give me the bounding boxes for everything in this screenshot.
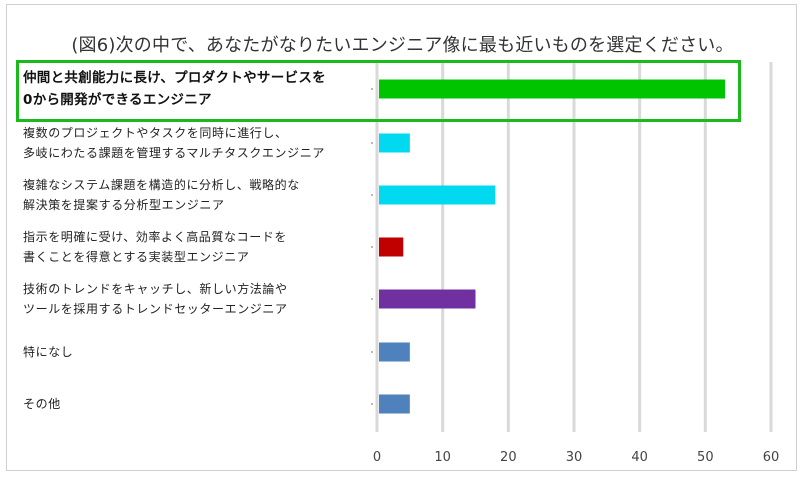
x-tick-label-5: 50 bbox=[697, 450, 714, 465]
bar-4 bbox=[379, 289, 476, 309]
category-label-0: 仲間と共創能力に長け、プロダクトやサービスを 0から開発ができるエンジニア bbox=[23, 67, 368, 111]
category-label-4-line-1: ツールを採用するトレンドセッターエンジニア bbox=[23, 302, 288, 316]
x-tick-label-6: 60 bbox=[763, 450, 780, 465]
bar-2 bbox=[379, 185, 496, 205]
category-label-6: その他 bbox=[23, 394, 368, 414]
category-label-2-line-1: 解決策を提案する分析型エンジニア bbox=[23, 198, 225, 212]
category-label-2-line-0: 複雑なシステム課題を構造的に分析し、戦略的な bbox=[23, 178, 300, 192]
category-label-3-line-0: 指示を明確に受け、効率よく高品質なコードを bbox=[23, 230, 288, 244]
category-label-5-line-0: 特になし bbox=[23, 345, 74, 359]
axis-tick-mark-3 bbox=[371, 246, 373, 248]
category-label-6-line-0: その他 bbox=[23, 397, 61, 411]
category-label-1: 複数のプロジェクトやタスクを同時に進行し、多岐にわたる課題を管理するマルチタスク… bbox=[23, 123, 368, 163]
axis-tick-mark-0 bbox=[371, 88, 373, 90]
category-label-1-line-1: 多岐にわたる課題を管理するマルチタスクエンジニア bbox=[23, 146, 325, 160]
category-label-2: 複雑なシステム課題を構造的に分析し、戦略的な 解決策を提案する分析型エンジニア bbox=[23, 175, 368, 215]
x-tick-label-4: 40 bbox=[631, 450, 648, 465]
category-label-0-line-1: 0から開発ができるエンジニア bbox=[23, 92, 212, 108]
category-label-0-line-0: 仲間と共創能力に長け、プロダクトやサービスを bbox=[23, 70, 326, 86]
x-tick-label-1: 10 bbox=[434, 450, 451, 465]
x-tick-label-0: 0 bbox=[373, 450, 381, 465]
axis-tick-mark-6 bbox=[371, 403, 373, 405]
bar-0 bbox=[379, 79, 726, 99]
bar-5 bbox=[379, 342, 410, 362]
category-label-5: 特になし bbox=[23, 342, 368, 362]
bar-6 bbox=[379, 394, 410, 414]
x-tick-label-3: 30 bbox=[566, 450, 583, 465]
axis-tick-mark-1 bbox=[371, 142, 373, 144]
category-label-3: 指示を明確に受け、効率よく高品質なコードを 書くことを得意とする実装型エンジニア bbox=[23, 227, 368, 267]
bar-3 bbox=[379, 237, 404, 257]
category-label-1-line-0: 複数のプロジェクトやタスクを同時に進行し、 bbox=[23, 126, 288, 140]
category-label-4-line-0: 技術のトレンドをキャッチし、新しい方法論や bbox=[23, 282, 288, 296]
highlight-box bbox=[16, 60, 741, 122]
axis-tick-mark-5 bbox=[371, 351, 373, 353]
chart-title: (図6)次の中で、あなたがなりたいエンジニア像に最も近いものを選定ください。 bbox=[71, 35, 734, 56]
bar-1 bbox=[379, 133, 410, 153]
category-label-3-line-1: 書くことを得意とする実装型エンジニア bbox=[23, 250, 250, 264]
axis-tick-mark-4 bbox=[371, 298, 373, 300]
x-tick-label-2: 20 bbox=[500, 450, 517, 465]
axis-tick-mark-2 bbox=[371, 194, 373, 196]
category-label-4: 技術のトレンドをキャッチし、新しい方法論や ツールを採用するトレンドセッターエンジ… bbox=[23, 279, 368, 319]
